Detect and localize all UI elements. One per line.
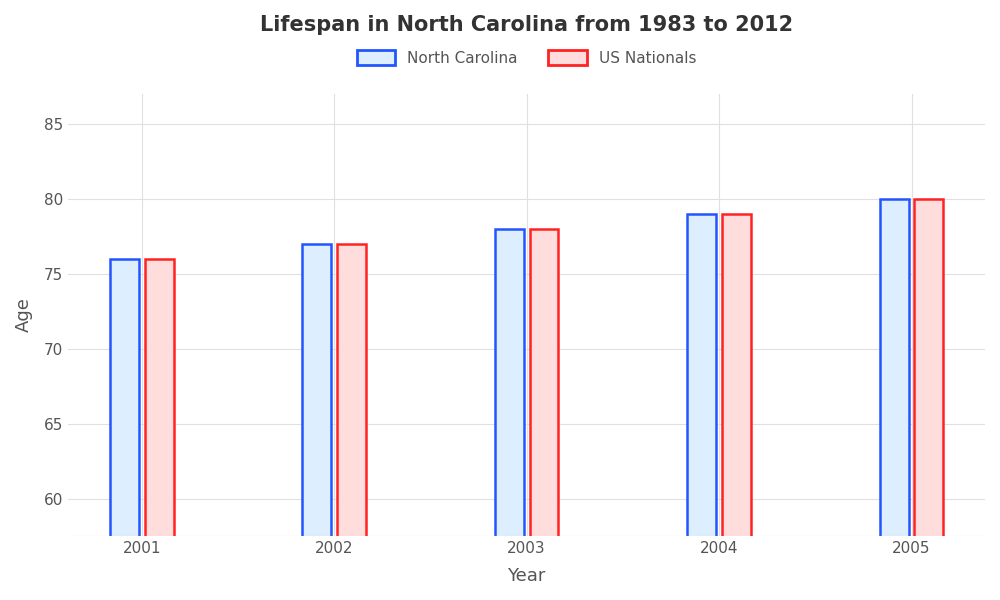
Y-axis label: Age: Age xyxy=(15,298,33,332)
Legend: North Carolina, US Nationals: North Carolina, US Nationals xyxy=(351,44,702,72)
Bar xyxy=(495,229,524,600)
Bar xyxy=(914,199,943,600)
Bar xyxy=(687,214,716,600)
Bar xyxy=(722,214,751,600)
Bar xyxy=(145,259,174,600)
Bar xyxy=(530,229,558,600)
Title: Lifespan in North Carolina from 1983 to 2012: Lifespan in North Carolina from 1983 to … xyxy=(260,15,793,35)
Bar xyxy=(337,244,366,600)
Bar xyxy=(110,259,139,600)
Bar xyxy=(880,199,909,600)
Bar xyxy=(302,244,331,600)
X-axis label: Year: Year xyxy=(507,567,546,585)
